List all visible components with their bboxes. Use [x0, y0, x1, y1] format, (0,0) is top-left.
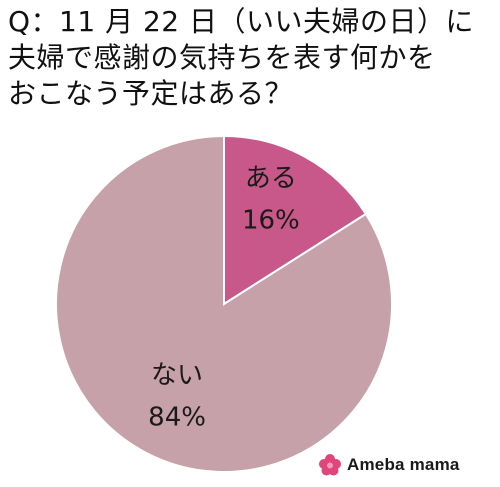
pie-slice-label-1: ない — [151, 360, 203, 390]
pie-slice-value-0: 16% — [242, 205, 300, 235]
pie-slice-label-0: ある — [245, 163, 297, 193]
pie-slice-1 — [55, 134, 393, 473]
pie-labels: ある 16% ない 84% — [148, 163, 300, 432]
pie-slices — [55, 134, 393, 473]
chart-title-line-1: Q：11 月 22 日（いい夫婦の日）に — [8, 5, 474, 38]
chart-title: Q：11 月 22 日（いい夫婦の日）に 夫婦で感謝の気持ちを表す何かを おこな… — [8, 4, 496, 112]
chart-title-line-3: おこなう予定はある？ — [8, 77, 294, 110]
logo-text: Ameba mama — [347, 455, 460, 474]
ameba-mama-logo: Ameba mama — [318, 452, 460, 478]
pie-slice-0 — [223, 134, 368, 306]
chart-title-line-2: 夫婦で感謝の気持ちを表す何かを — [8, 41, 436, 74]
pie-slice-value-1: 84% — [148, 402, 206, 432]
flower-logo-icon — [319, 454, 341, 476]
